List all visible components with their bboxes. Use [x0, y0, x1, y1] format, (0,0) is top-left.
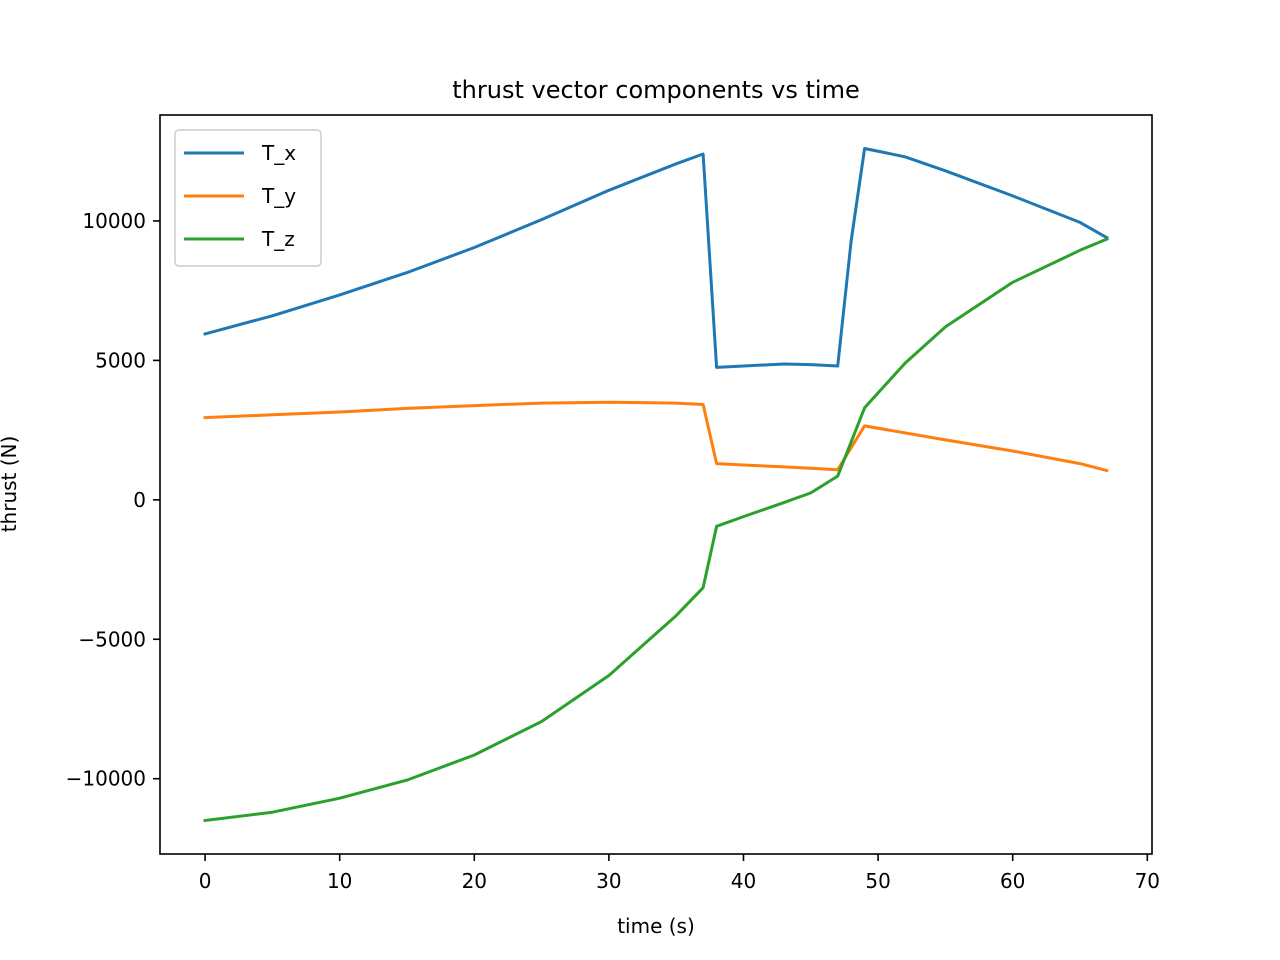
series-layer	[203, 147, 1109, 823]
x-tick-label: 50	[865, 869, 890, 893]
y-tick-label: 0	[133, 488, 146, 512]
legend-label: T_y	[261, 184, 296, 208]
chart-title: thrust vector components vs time	[452, 76, 859, 104]
series-line-t-x	[203, 147, 1109, 369]
x-axis-ticks: 0 10 20 30 40 50 60 70	[199, 854, 1160, 893]
y-tick-label: −10000	[66, 767, 146, 791]
x-tick-label: 0	[199, 869, 212, 893]
x-tick-label: 30	[596, 869, 621, 893]
x-tick-label: 40	[731, 869, 756, 893]
x-tick-label: 70	[1135, 869, 1160, 893]
plot-frame	[159, 114, 1153, 855]
legend-label: T_x	[261, 141, 296, 165]
plot-area	[160, 115, 1152, 854]
legend-entries: T_x T_y T_z	[184, 141, 296, 251]
series-line-t-y	[203, 400, 1109, 473]
x-tick-label: 20	[462, 869, 487, 893]
y-axis-label: thrust (N)	[0, 436, 21, 533]
legend: T_x T_y T_z	[174, 129, 322, 267]
series-line-t-z	[203, 237, 1109, 823]
y-tick-label: 5000	[95, 348, 146, 372]
y-axis-ticks: −10000 −5000 0 5000 10000	[66, 209, 160, 791]
y-tick-label: −5000	[78, 627, 146, 651]
legend-label: T_z	[261, 227, 295, 251]
x-tick-label: 10	[327, 869, 352, 893]
x-tick-label: 60	[1000, 869, 1025, 893]
x-axis-label: time (s)	[617, 914, 695, 938]
legend-box	[174, 129, 322, 267]
y-tick-label: 10000	[82, 209, 146, 233]
